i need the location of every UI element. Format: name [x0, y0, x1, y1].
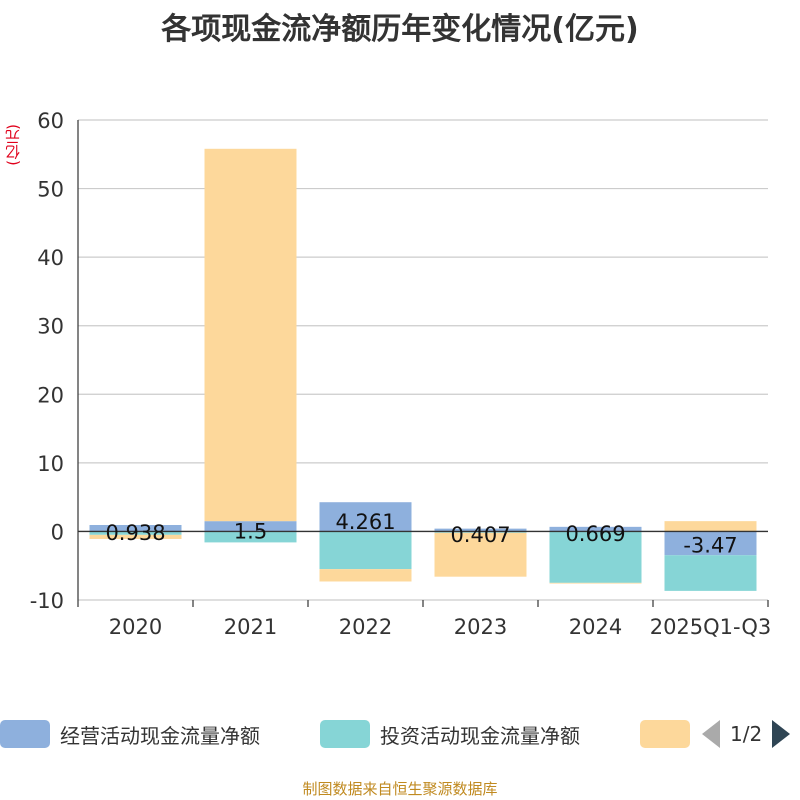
- bar-investing-1: [204, 531, 297, 543]
- data-label-operating: 0.407: [450, 523, 510, 547]
- data-label-operating: 0.938: [105, 521, 165, 545]
- y-tick-label: 30: [37, 315, 64, 339]
- legend-prev-page-icon[interactable]: [702, 720, 720, 748]
- legend-pager: 1/2: [700, 716, 800, 752]
- data-label-operating: -3.47: [683, 533, 737, 557]
- y-tick-label: 10: [37, 452, 64, 476]
- y-tick-label: -10: [30, 589, 64, 613]
- y-tick-label: 20: [37, 383, 64, 407]
- stacked-bar-chart: -10 0 10 20 30 40 50 60 2020 2021 2022 2023 2024 2025…: [30, 109, 772, 639]
- bar-investing-4: [549, 531, 642, 583]
- legend-item-operating[interactable]: 经营活动现金流量净额: [0, 716, 260, 752]
- y-tick-label: 60: [37, 109, 64, 133]
- y-tick-label: 50: [37, 178, 64, 202]
- legend-label-investing: 投资活动现金流量净额: [380, 723, 580, 748]
- legend-swatch-investing: [320, 720, 370, 748]
- legend-item-investing[interactable]: 投资活动现金流量净额: [320, 716, 580, 752]
- x-tick-label: 2022: [339, 615, 392, 639]
- bar-financing-0: [89, 534, 182, 539]
- bar-operating-4: [549, 526, 642, 532]
- data-source-note: 制图数据来自恒生聚源数据库: [302, 780, 498, 798]
- bar-operating-2: [319, 502, 412, 532]
- legend-item-financing[interactable]: [640, 716, 690, 752]
- bar-operating-0: [89, 524, 182, 532]
- y-tick-label: 0: [51, 520, 64, 544]
- y-tick-label: 40: [37, 246, 64, 270]
- legend-swatch-financing: [640, 720, 690, 748]
- bar-financing-4: [549, 582, 642, 584]
- legend-page-indicator: 1/2: [730, 722, 763, 746]
- bar-operating-5: [664, 531, 757, 556]
- bar-financing-1: [204, 148, 297, 522]
- data-label-operating: 4.261: [335, 510, 395, 534]
- bar-financing-3: [434, 532, 527, 577]
- bar-operating-3: [434, 528, 527, 532]
- data-label-operating: 1.5: [234, 519, 267, 543]
- data-label-operating: 0.669: [565, 522, 625, 546]
- x-tick-label: 2021: [224, 615, 277, 639]
- bar-investing-5: [664, 555, 757, 591]
- legend-label-operating: 经营活动现金流量净额: [60, 723, 260, 748]
- legend-swatch-operating: [0, 720, 50, 748]
- x-tick-label: 2024: [569, 615, 622, 639]
- x-tick-label: 2025Q1-Q3: [650, 615, 772, 639]
- bar-operating-1: [204, 521, 297, 532]
- bar-financing-2: [319, 569, 412, 582]
- legend: 经营活动现金流量净额 投资活动现金流量净额 1/2: [0, 716, 800, 756]
- legend-next-page-icon[interactable]: [772, 720, 791, 748]
- chart-title: 各项现金流净额历年变化情况(亿元): [161, 12, 639, 47]
- bar-financing-5: [664, 521, 757, 532]
- bar-investing-2: [319, 531, 412, 570]
- x-tick-label: 2023: [454, 615, 507, 639]
- bar-investing-0: [89, 531, 182, 535]
- x-tick-label: 2020: [109, 615, 162, 639]
